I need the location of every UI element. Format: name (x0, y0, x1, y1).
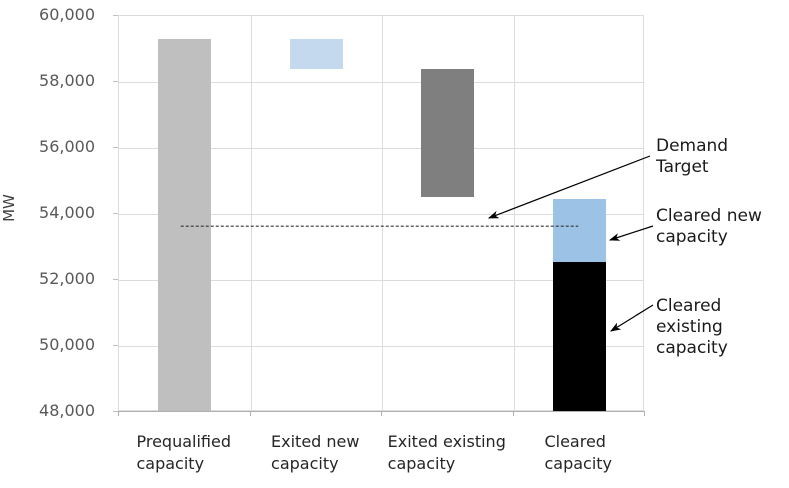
y-axis-tick (113, 213, 118, 214)
annotation-line: capacity (656, 227, 728, 247)
x-axis-label-1: Prequalified capacity (118, 431, 250, 475)
y-axis: MW 60,000 58,000 56,000 54,000 52,000 50,000 4… (0, 0, 95, 488)
y-axis-tick (113, 81, 118, 82)
x-axis-label-2: Exited new capacity (250, 431, 382, 475)
y-axis-tick-label: 58,000 (39, 71, 95, 90)
gridline (119, 280, 643, 281)
y-axis-tick-label: 48,000 (39, 401, 95, 420)
x-axis-label-line: capacity (136, 454, 205, 473)
x-axis-label-line: Cleared (544, 432, 606, 451)
x-axis-tick (644, 411, 645, 416)
x-axis-tick (381, 411, 382, 416)
x-axis-tick (250, 411, 251, 416)
y-axis-tick (113, 279, 118, 280)
y-axis-tick (113, 15, 118, 16)
gridline (514, 16, 515, 410)
y-axis-tick (113, 147, 118, 148)
x-axis-label-line: capacity (544, 454, 613, 473)
annotation-cleared-existing: Cleared existing capacity (656, 296, 789, 359)
plot-area (118, 15, 644, 412)
x-axis-label-4: Cleared capacity (513, 431, 645, 475)
annotation-line: capacity (656, 338, 728, 358)
x-axis-label-text: Prequalified capacity (136, 431, 231, 475)
gridline (382, 16, 383, 410)
x-axis-label-line: Exited existing (387, 432, 506, 451)
x-axis-label-line: capacity (271, 454, 339, 473)
annotation-line: Cleared existing (656, 296, 723, 337)
y-axis-tick-label: 50,000 (39, 335, 95, 354)
y-axis-tick-label: 60,000 (39, 5, 95, 24)
annotation-line: Demand (656, 136, 729, 156)
gridline (119, 214, 643, 215)
bar-exited-existing-capacity (421, 68, 475, 198)
y-axis-tick-label: 56,000 (39, 137, 95, 156)
y-axis-tick-label: 54,000 (39, 203, 95, 222)
gridline (119, 148, 643, 149)
annotation-line: Cleared new (656, 206, 762, 226)
gridline (119, 82, 643, 83)
x-axis-label-text: Cleared capacity (544, 431, 612, 475)
bar-cleared-new-capacity (552, 199, 606, 262)
x-axis-label-line: Exited new (271, 432, 360, 451)
x-axis-label-line: Prequalified (136, 432, 231, 451)
y-axis-tick-label: 52,000 (39, 269, 95, 288)
annotation-demand-target: Demand Target (656, 136, 728, 178)
y-axis-tick (113, 411, 118, 412)
y-axis-tick (113, 345, 118, 346)
x-axis-tick (118, 411, 119, 416)
bar-cleared-existing-capacity (552, 261, 606, 412)
x-axis-label-text: Exited existing capacity (388, 431, 506, 475)
gridline (251, 16, 252, 410)
x-axis-tick (513, 411, 514, 416)
annotation-line: Target (656, 157, 709, 177)
x-axis-label-3: Exited existing capacity (381, 431, 513, 475)
gridline (119, 346, 643, 347)
x-axis-label-text: Exited new capacity (271, 431, 359, 475)
x-axis-label-line: capacity (387, 454, 456, 473)
bar-prequalified-capacity (158, 39, 212, 412)
bar-exited-new-capacity (289, 39, 343, 69)
annotation-cleared-new: Cleared new capacity (656, 206, 762, 248)
